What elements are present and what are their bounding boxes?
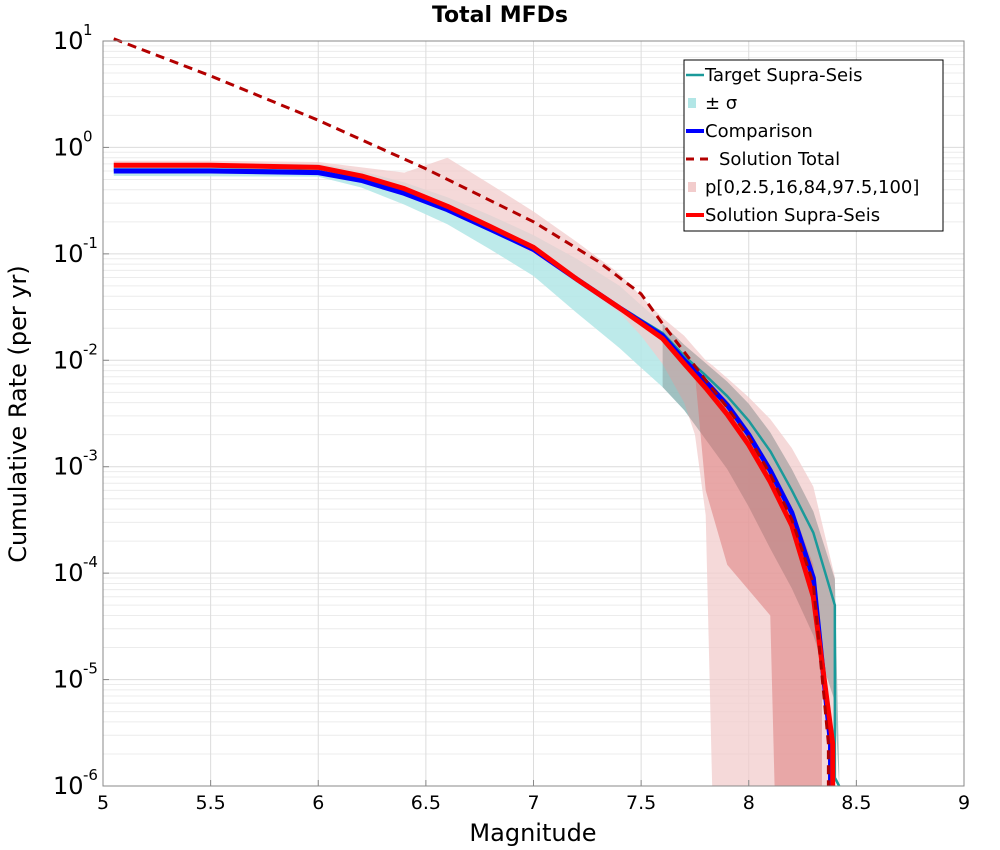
legend-item: p[0,2.5,16,84,97.5,100] — [688, 177, 919, 198]
y-tick-exponent: 0 — [83, 127, 93, 145]
legend-box — [683, 59, 944, 232]
legend-item: Comparison — [686, 121, 813, 142]
x-tick-label: 6 — [312, 792, 324, 814]
y-axis-label: Cumulative Rate (per yr) — [4, 265, 32, 563]
x-tick-label: 5 — [97, 792, 109, 814]
y-tick-exponent: -3 — [83, 447, 98, 465]
legend-swatch — [688, 182, 696, 192]
band-overlap — [662, 323, 840, 786]
legend-item: ± σ — [688, 93, 737, 114]
legend-label: Solution Supra-Seis — [705, 205, 880, 226]
x-tick-label: 7.5 — [626, 792, 656, 814]
legend-label: p[0,2.5,16,84,97.5,100] — [705, 177, 919, 198]
y-tick-base: 10 — [53, 346, 84, 374]
band-inner-percentile — [694, 373, 822, 786]
y-tick-base: 10 — [53, 666, 84, 694]
y-tick-exponent: -5 — [83, 660, 98, 678]
series-lines — [113, 37, 841, 787]
legend-item: Solution Supra-Seis — [686, 205, 880, 226]
x-tick-label: 8.5 — [841, 792, 871, 814]
band-percentile — [113, 157, 835, 787]
y-tick-base: 10 — [53, 559, 84, 587]
x-axis-label: Magnitude — [469, 819, 596, 847]
y-tick-base: 10 — [53, 133, 84, 161]
legend-item: Solution Total — [686, 149, 840, 170]
legend-item: Target Supra-Seis — [686, 65, 862, 86]
x-tick-label: 7 — [527, 792, 539, 814]
y-tick-base: 10 — [53, 240, 84, 268]
uncertainty-bands — [113, 157, 840, 787]
series-solution-supra-seis — [113, 162, 836, 786]
y-tick-exponent: -6 — [83, 766, 98, 784]
x-axis: 5 5.5 6 6.5 7 7.5 8 8.5 9 — [97, 780, 970, 814]
x-tick-label: 6.5 — [411, 792, 441, 814]
legend-label: Comparison — [705, 121, 813, 142]
legend: Target Supra-Seis ± σ Comparison Solution T… — [683, 59, 944, 232]
x-tick-label: 9 — [958, 792, 970, 814]
legend-label: Solution Total — [719, 149, 840, 170]
y-tick-exponent: -2 — [83, 340, 98, 358]
x-tick-label: 5.5 — [196, 792, 226, 814]
x-tick-label: 8 — [743, 792, 755, 814]
legend-label: ± σ — [705, 93, 737, 114]
y-tick-base: 10 — [53, 453, 84, 481]
legend-swatch — [688, 98, 696, 108]
y-tick-base: 10 — [53, 27, 84, 55]
y-tick-exponent: -1 — [83, 234, 98, 252]
y-tick-exponent: 1 — [83, 21, 93, 39]
chart-title: Total MFDs — [432, 3, 568, 28]
legend-label: Target Supra-Seis — [704, 65, 862, 86]
series-solution-total — [113, 37, 830, 786]
y-tick-exponent: -4 — [83, 553, 98, 571]
y-tick-base: 10 — [53, 772, 84, 800]
